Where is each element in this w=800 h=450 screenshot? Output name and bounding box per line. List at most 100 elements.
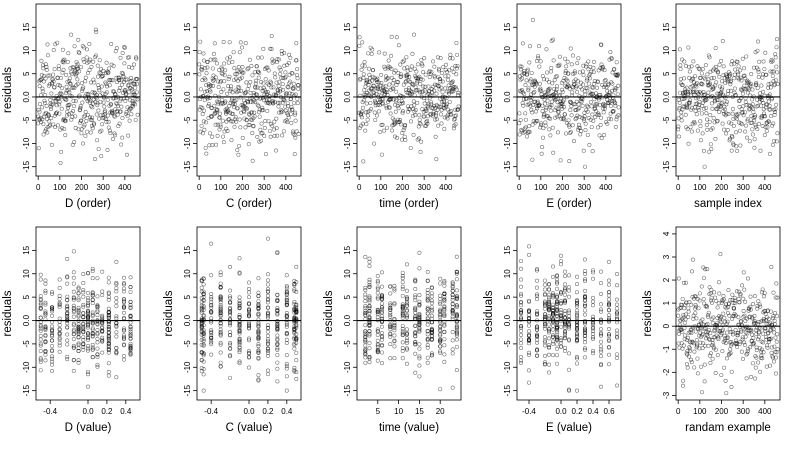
data-point (229, 84, 234, 89)
data-point (274, 116, 279, 121)
data-point (81, 114, 86, 119)
data-point (265, 108, 270, 113)
data-point (678, 63, 683, 68)
data-point (363, 305, 368, 310)
data-point (113, 96, 118, 101)
data-point (441, 65, 446, 70)
x-axis-label: C (order) (226, 198, 272, 210)
data-point (294, 337, 299, 342)
data-point (363, 329, 368, 334)
data-point (719, 372, 724, 377)
data-point (65, 306, 70, 311)
data-point (286, 85, 291, 90)
data-point (71, 306, 76, 311)
data-point (566, 118, 571, 123)
data-point (290, 86, 295, 91)
data-point (768, 85, 773, 90)
data-point (566, 294, 571, 299)
data-point (527, 129, 532, 134)
data-point (81, 315, 86, 320)
data-point (421, 70, 426, 75)
data-point (220, 72, 225, 77)
data-point (709, 287, 714, 292)
data-point (752, 137, 757, 142)
data-point (566, 322, 571, 327)
data-point (422, 56, 427, 61)
data-point (400, 287, 405, 292)
data-point (682, 306, 687, 311)
data-point (57, 335, 62, 340)
data-point (544, 77, 549, 82)
data-point (748, 294, 753, 299)
x-tick-label: 0.4 (281, 407, 293, 416)
data-point (756, 360, 761, 365)
data-point (581, 82, 586, 87)
data-point (685, 91, 690, 96)
data-point (363, 292, 368, 297)
data-point (134, 81, 139, 86)
data-point (133, 117, 138, 122)
data-point (71, 337, 76, 342)
data-point (586, 67, 591, 72)
data-point (769, 58, 774, 63)
data-point (694, 316, 699, 321)
data-point (679, 114, 684, 119)
data-point (542, 287, 547, 292)
data-point (218, 333, 223, 338)
data-point (717, 291, 722, 296)
data-point (574, 337, 579, 342)
data-point (447, 99, 452, 104)
data-point (563, 131, 568, 136)
data-point (698, 76, 703, 81)
data-point (38, 328, 43, 333)
data-point (693, 82, 698, 87)
data-point (528, 77, 533, 82)
data-point (420, 63, 425, 68)
data-point (587, 142, 592, 147)
data-point (280, 133, 285, 138)
data-point (281, 87, 286, 92)
data-point (518, 266, 523, 271)
data-point (275, 341, 280, 346)
data-point (761, 350, 766, 355)
data-point (214, 61, 219, 66)
data-point (400, 109, 405, 114)
data-point (42, 100, 47, 105)
data-point (284, 321, 289, 326)
data-point (727, 326, 732, 331)
data-point (750, 127, 755, 132)
data-point (71, 295, 76, 300)
data-point (442, 295, 447, 300)
data-point (451, 126, 456, 131)
data-point (94, 96, 99, 101)
data-point (247, 338, 252, 343)
data-point (86, 59, 91, 64)
data-point (420, 89, 425, 94)
data-point (582, 308, 587, 313)
data-point (707, 55, 712, 60)
data-point (86, 315, 91, 320)
data-point (86, 300, 91, 305)
data-point (693, 303, 698, 308)
data-point (213, 57, 218, 62)
data-point (700, 317, 705, 322)
data-point (727, 73, 732, 78)
data-point (454, 333, 459, 338)
data-point (106, 335, 111, 340)
data-point (540, 109, 545, 114)
data-point (704, 117, 709, 122)
y-tick-label: 5 (343, 71, 352, 76)
data-point (212, 103, 217, 108)
data-point (268, 134, 273, 139)
data-point (219, 71, 224, 76)
data-point (526, 308, 531, 313)
data-point (121, 354, 126, 359)
data-point (106, 325, 111, 330)
data-point (526, 368, 531, 373)
data-point (745, 117, 750, 122)
data-point (598, 302, 603, 307)
data-point (388, 310, 393, 315)
data-point (56, 67, 61, 72)
data-point (745, 135, 750, 140)
